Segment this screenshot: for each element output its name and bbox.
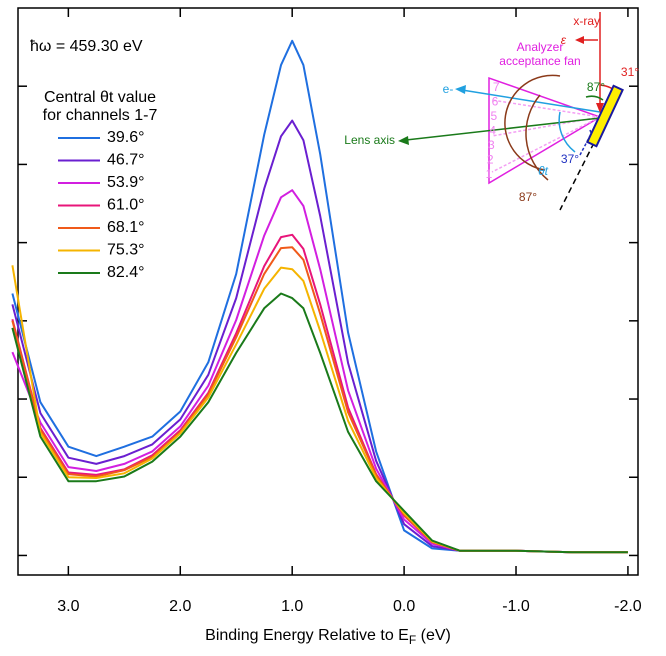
angle-arc [558,111,576,153]
x-tick-label: 0.0 [393,598,415,615]
electron-arrow [461,89,601,113]
diagram-label: 31° [621,65,639,79]
legend-title: for channels 1-7 [43,107,158,124]
inset-diagram [398,12,624,211]
channel-line [491,99,601,118]
series-line [11,119,628,554]
x-tick-label: -1.0 [502,598,530,615]
x-tick-label: 2.0 [169,598,191,615]
legend-label: 39.6° [107,129,145,146]
legend-label: 53.9° [107,174,145,191]
plot-frame [17,7,639,576]
diagram-label: 37° [561,152,579,166]
x-axis-label-sub: F [409,633,416,647]
diagram-label: Lens axis [344,133,395,147]
series-line [11,292,628,554]
x-tick-label: -2.0 [614,598,642,615]
diagram-label: 87° [519,190,537,204]
x-axis-label: Binding Energy Relative to EF (eV) [205,627,451,647]
arrowhead [455,85,466,94]
channel-number: 7 [493,80,500,94]
legend-title: Central θt value [44,89,156,106]
series-line [11,189,628,554]
channel-number: 2 [487,153,494,167]
series-line [11,246,628,554]
channel-number: 1 [486,167,493,181]
diagram-label: Analyzer [517,40,564,54]
channel-number: 5 [490,109,497,123]
channel-line [491,116,601,137]
x-tick-label: 3.0 [57,598,79,615]
channel-number: 6 [492,95,499,109]
angle-arc [525,94,549,181]
angle-arc [585,95,604,101]
series-line [11,39,628,554]
x-tick-label: 1.0 [281,598,303,615]
diagram-label: θt [538,164,549,178]
diagram-label: 87° [587,80,605,94]
legend-label: 68.1° [107,219,145,236]
diagram-label: x-ray [573,14,600,28]
arrowhead [596,103,604,113]
channel-line [491,116,601,173]
arrowhead [575,36,584,44]
legend-label: 75.3° [107,242,145,259]
diagram-label: e- [443,82,454,96]
diagram-label: ε [561,33,567,47]
arrowhead [398,136,409,145]
legend-label: 61.0° [107,197,145,214]
sample [586,84,624,148]
angle-arc [504,74,561,171]
x-axis-label-part: Binding Energy Relative to E [205,627,409,644]
legend-label: 46.7° [107,152,145,169]
series-line [11,265,628,554]
series-line [11,233,628,554]
lens-arrow [405,117,601,141]
channel-number: 3 [488,138,495,152]
legend-label: 82.4° [107,264,145,281]
diagram-label: acceptance fan [499,54,580,68]
x-axis-label-part: (eV) [416,627,451,644]
annotation: ħω = 459.30 eV [30,38,143,55]
channel-number: 4 [489,124,496,138]
